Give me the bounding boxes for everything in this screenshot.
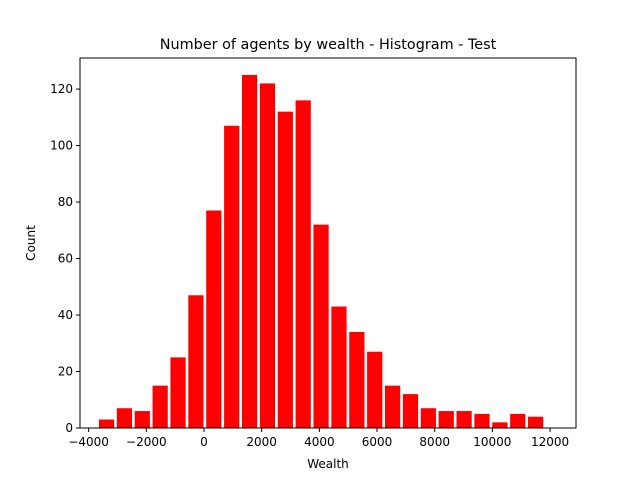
y-axis-label: Count xyxy=(24,225,38,261)
y-tick-label: 100 xyxy=(50,139,73,153)
x-tick-label: −4000 xyxy=(68,435,109,449)
x-tick-label: 12000 xyxy=(531,435,569,449)
bar-2 xyxy=(134,411,150,428)
bar-18 xyxy=(420,408,436,428)
x-tick-label: 8000 xyxy=(419,435,450,449)
bar-7 xyxy=(224,125,240,428)
bar-1 xyxy=(116,408,133,428)
bar-16 xyxy=(385,385,401,428)
bar-20 xyxy=(456,411,472,428)
y-tick-label: 120 xyxy=(50,82,73,96)
bar-11 xyxy=(295,100,311,429)
y-tick-label: 80 xyxy=(58,195,73,209)
bar-22 xyxy=(492,422,508,428)
bar-15 xyxy=(367,351,383,428)
plot-frame xyxy=(79,57,577,429)
x-axis-ticks: −4000 −2000 0 2000 4000 6000 8000 10000 12000 xyxy=(68,428,569,449)
x-tick-label: 4000 xyxy=(304,435,335,449)
bar-17 xyxy=(402,394,419,428)
x-tick-label: −2000 xyxy=(126,435,167,449)
bar-8 xyxy=(241,74,258,428)
bar-4 xyxy=(170,357,186,428)
bar-19 xyxy=(438,411,454,428)
y-tick-label: 20 xyxy=(58,365,73,379)
bar-24 xyxy=(528,416,544,428)
x-tick-label: 2000 xyxy=(246,435,277,449)
bar-9 xyxy=(259,83,276,429)
chart-title: Number of agents by wealth - Histogram -… xyxy=(160,37,497,53)
x-tick-label: 0 xyxy=(200,435,208,449)
y-tick-label: 0 xyxy=(65,421,73,435)
x-tick-label: 10000 xyxy=(473,435,511,449)
bar-3 xyxy=(152,385,168,428)
bar-13 xyxy=(331,306,347,428)
bar-5 xyxy=(188,295,204,428)
bar-21 xyxy=(474,413,490,428)
bar-0 xyxy=(98,419,115,428)
x-axis-label: Wealth xyxy=(307,457,349,471)
y-axis-ticks: 0 20 40 60 80 100 120 xyxy=(50,82,80,435)
bar-12 xyxy=(313,224,329,428)
bar-23 xyxy=(510,413,526,428)
bar-10 xyxy=(277,111,293,428)
y-tick-label: 60 xyxy=(58,252,73,266)
bar-6 xyxy=(206,210,222,428)
bars-group xyxy=(98,74,544,429)
y-tick-label: 40 xyxy=(58,308,73,322)
x-tick-label: 6000 xyxy=(362,435,393,449)
bar-14 xyxy=(349,331,365,428)
